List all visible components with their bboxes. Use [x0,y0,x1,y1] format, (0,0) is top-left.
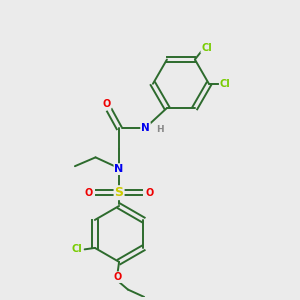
Text: O: O [146,188,154,198]
Text: Cl: Cl [201,43,212,53]
Text: O: O [102,99,110,110]
Text: O: O [84,188,92,198]
Text: S: S [115,186,124,199]
Text: N: N [141,123,150,133]
Text: O: O [113,272,122,282]
Text: Cl: Cl [72,244,83,254]
Text: H: H [157,125,164,134]
Text: Cl: Cl [220,79,230,89]
Text: N: N [115,164,124,174]
